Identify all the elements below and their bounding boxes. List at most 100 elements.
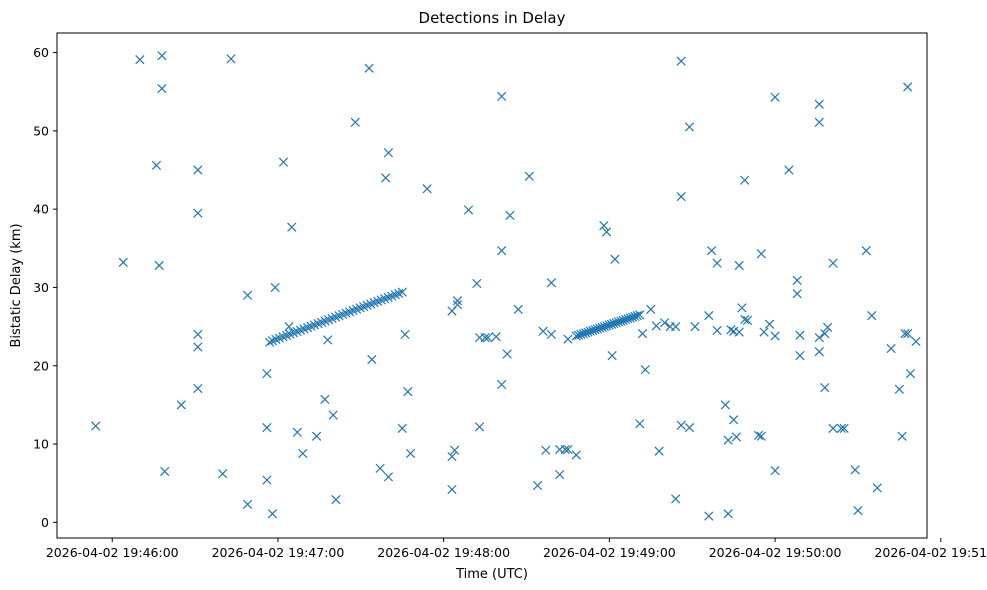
y-tick-label: 10: [33, 437, 49, 452]
data-point: [513, 304, 523, 315]
data-point: [822, 322, 833, 333]
data-point: [560, 444, 570, 455]
data-point: [792, 275, 802, 286]
data-point: [447, 484, 457, 495]
data-point: [651, 321, 661, 331]
y-tick-label: 0: [41, 515, 49, 530]
x-tick-label: 2026-04-02 19:46:00: [46, 545, 179, 560]
data-point: [242, 290, 253, 300]
data-point: [405, 448, 416, 459]
data-point: [671, 321, 681, 332]
data-point: [450, 445, 460, 455]
data-point: [397, 287, 407, 297]
data-point: [610, 254, 620, 264]
data-point: [712, 258, 722, 268]
data-point: [91, 421, 101, 431]
data-point: [383, 472, 394, 482]
data-point: [828, 258, 838, 268]
data-point: [853, 505, 863, 516]
data-point: [267, 509, 278, 519]
data-point: [193, 383, 203, 394]
data-point: [640, 365, 650, 375]
data-point: [872, 483, 882, 493]
data-point: [770, 466, 780, 476]
data-point: [193, 208, 203, 218]
data-point: [676, 420, 686, 430]
data-point: [452, 300, 463, 310]
x-axis-label: Time (UTC): [455, 567, 528, 582]
data-point: [770, 331, 780, 341]
data-point: [497, 91, 507, 102]
data-points: [91, 51, 921, 521]
data-point: [867, 311, 877, 321]
data-point: [659, 318, 670, 328]
data-point: [505, 210, 515, 221]
data-point: [690, 321, 700, 332]
y-tick-label: 20: [33, 358, 49, 373]
data-point: [836, 423, 847, 434]
data-point: [555, 469, 565, 480]
data-point: [218, 469, 228, 479]
data-point: [886, 343, 896, 354]
data-point: [792, 289, 802, 299]
data-point: [154, 260, 164, 271]
data-point: [704, 311, 714, 321]
data-point: [298, 448, 308, 459]
data-point: [350, 117, 360, 127]
x-tick-label: 2026-04-02 19:49:00: [543, 545, 676, 560]
data-point: [861, 246, 871, 256]
data-point: [287, 222, 297, 232]
data-point: [262, 368, 272, 379]
data-point: [770, 92, 780, 102]
data-point: [795, 330, 805, 340]
y-tick-label: 30: [33, 280, 49, 295]
data-point: [497, 379, 507, 390]
data-point: [637, 329, 648, 339]
data-point: [480, 332, 490, 343]
data-point: [491, 332, 501, 342]
data-point: [157, 83, 167, 94]
data-point: [320, 394, 330, 405]
data-point: [839, 423, 849, 434]
data-point: [820, 329, 830, 339]
data-point: [723, 509, 733, 519]
data-point: [814, 332, 824, 343]
data-point: [894, 384, 905, 394]
data-point: [676, 192, 686, 202]
data-point: [463, 205, 474, 215]
data-point: [599, 220, 609, 231]
data-point: [381, 173, 391, 183]
data-point: [756, 431, 766, 441]
data-point: [706, 246, 717, 256]
data-point: [814, 347, 824, 357]
data-point: [323, 335, 333, 345]
data-point: [400, 329, 410, 340]
data-point: [157, 51, 167, 61]
data-point: [654, 446, 664, 456]
data-point: [820, 383, 830, 393]
data-point: [905, 368, 916, 379]
data-point: [284, 321, 294, 332]
data-point: [671, 494, 681, 504]
data-point: [764, 319, 775, 329]
y-axis: 0 10 20 30 40 50 60: [33, 45, 57, 530]
data-point: [472, 278, 482, 289]
data-point: [563, 334, 573, 344]
data-point: [193, 165, 203, 175]
x-axis: 2026-04-02 19:46:00 2026-04-02 19:47:00 20…: [46, 538, 987, 560]
data-point: [814, 99, 824, 109]
data-point: [784, 165, 794, 175]
data-point: [474, 422, 485, 432]
data-point: [538, 326, 548, 336]
data-point: [546, 329, 557, 340]
data-point: [850, 465, 860, 475]
data-point: [676, 56, 686, 66]
data-point: [734, 260, 744, 271]
data-point: [731, 432, 742, 442]
data-point: [546, 278, 557, 288]
data-point: [364, 63, 374, 73]
data-point: [265, 337, 275, 347]
data-point: [903, 329, 913, 339]
data-point: [397, 423, 407, 434]
